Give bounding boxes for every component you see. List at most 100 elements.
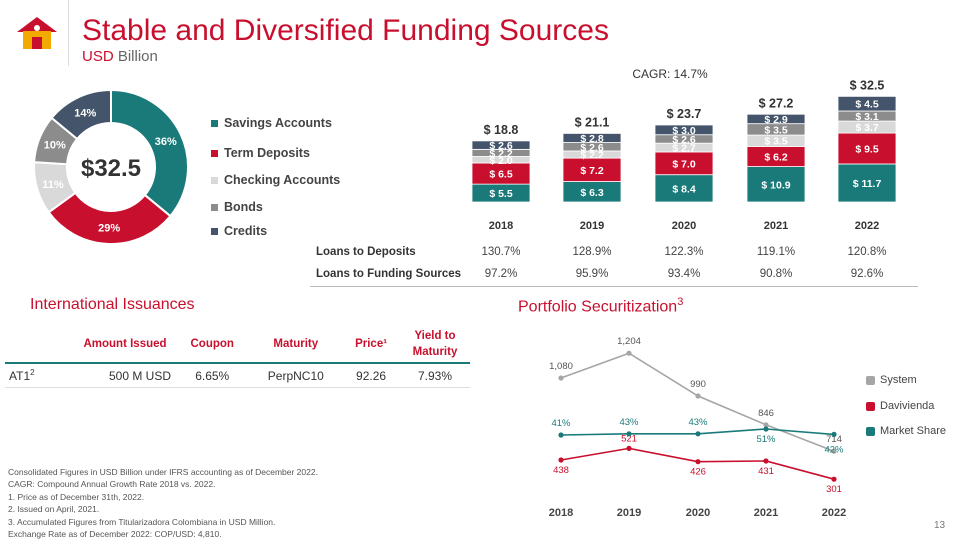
category-tick-label: 2020 (672, 220, 696, 232)
footnote-line: 2. Issued on April, 2021. (8, 504, 100, 515)
bar-value-label: $ 3.0 (672, 125, 696, 137)
data-point (626, 350, 632, 356)
ratio-separator (310, 286, 918, 287)
pie-slice-label: 11% (42, 179, 64, 191)
pie-slice-label: 14% (74, 107, 96, 119)
header-divider (68, 0, 69, 66)
data-point (831, 476, 837, 482)
data-point (831, 431, 837, 437)
legend-label: Credits (224, 224, 268, 238)
data-label: 714 (826, 434, 842, 445)
bar-value-label: $ 8.4 (672, 183, 696, 195)
ratio-value: 128.9% (572, 246, 611, 258)
bar-value-label: $ 9.5 (855, 144, 879, 156)
bar-value-label: $ 2.0 (489, 155, 513, 167)
bar-segment (654, 124, 714, 136)
category-tick-label: 2021 (764, 220, 788, 232)
data-point (695, 459, 701, 465)
bar-segment (562, 133, 622, 143)
series-line (560, 352, 835, 452)
data-label: 1,080 (549, 361, 573, 372)
category-tick-label: 2018 (489, 220, 513, 232)
pie-slice-label: 10% (44, 140, 66, 152)
x-tick-label: 2022 (822, 507, 846, 519)
house-logo-icon (17, 17, 57, 49)
ratio-value: 97.2% (485, 268, 518, 280)
legend-label: Checking Accounts (224, 173, 341, 187)
legend-item: Checking Accounts (211, 173, 340, 187)
bar-total-label: $ 21.1 (575, 115, 610, 129)
legend-swatch (866, 375, 875, 385)
data-point (763, 426, 769, 432)
ratio-value: 122.3% (664, 246, 703, 258)
legend-label: Market Share (880, 425, 947, 437)
data-label: 42% (824, 444, 844, 455)
legend-swatch (211, 176, 218, 184)
bar-total-label: $ 18.8 (484, 123, 519, 137)
data-point (831, 448, 837, 454)
bar-value-label: $ 6.3 (580, 187, 604, 199)
header-name (5, 326, 75, 365)
bar-segment (837, 163, 897, 203)
bar-segment (837, 95, 897, 112)
footnote-line: Consolidated Figures in USD Billion unde… (8, 467, 318, 477)
ratio-value: 95.9% (576, 268, 609, 280)
data-point (626, 445, 632, 451)
donut-center-label: $32.5 (81, 155, 141, 182)
issuance-name: AT12 (5, 363, 75, 389)
pie-slice-1 (47, 191, 172, 245)
legend-swatch (866, 401, 875, 411)
x-tick-label: 2019 (617, 507, 641, 519)
header-yield: Yield to Maturity (400, 326, 470, 365)
legend-item: Market Share (866, 425, 946, 437)
bar-value-label: $ 2.6 (580, 142, 604, 154)
legend-item: Davivienda (866, 400, 934, 412)
data-point (695, 431, 701, 437)
data-label: 41% (551, 418, 571, 429)
footnotes: Consolidated Figures in USD Billion unde… (8, 466, 448, 540)
issuance-amount: 500 M USD (75, 363, 175, 389)
pie-slice-0 (110, 88, 189, 218)
header-price: Price¹ (342, 326, 400, 365)
data-point (763, 422, 769, 428)
legend-item: Bonds (211, 200, 263, 214)
issuances-header-row: Amount Issued Coupon Maturity Price¹ Yie… (5, 326, 470, 365)
legend-item: Savings Accounts (211, 116, 332, 130)
page-title: Stable and Diversified Funding Sources (82, 14, 609, 47)
subtitle-rest: Billion (113, 48, 158, 65)
footnote-line: Exchange Rate as of December 2022: COP/U… (8, 529, 222, 540)
data-label: 51% (756, 434, 776, 445)
legend-label: System (880, 374, 917, 386)
bar-segment (471, 140, 531, 150)
ratio-value: 130.7% (481, 246, 520, 258)
ratio-value: 119.1% (757, 246, 795, 258)
bar-value-label: $ 3.7 (855, 122, 879, 134)
bar-value-label: $ 7.0 (672, 158, 696, 170)
bar-value-label: $ 6.5 (489, 169, 513, 181)
bar-total-label: $ 23.7 (667, 107, 702, 121)
bar-segment (746, 113, 806, 125)
legend-swatch (211, 119, 218, 127)
legend-swatch (866, 426, 875, 436)
funding-stacked-bar-chart: $ 5.5$ 6.5$ 2.0$ 2.2$ 2.6$ 18.82018130.7… (316, 67, 897, 280)
data-label: 431 (758, 466, 774, 477)
issuance-yield: 7.93% (400, 363, 470, 389)
data-label: 521 (621, 433, 637, 444)
category-tick-label: 2019 (580, 220, 604, 232)
ratio-row-label: Loans to Deposits (316, 246, 416, 258)
legend-label: Davivienda (880, 400, 935, 412)
legend-swatch (211, 203, 218, 211)
data-label: 1,204 (617, 336, 641, 347)
data-label: 301 (826, 484, 842, 495)
bar-value-label: $ 4.5 (855, 99, 879, 111)
header-coupon: Coupon (175, 326, 250, 365)
legend-swatch (211, 227, 218, 235)
data-label: 426 (690, 467, 706, 478)
bar-value-label: $ 10.9 (761, 179, 790, 191)
legend-item: System (866, 374, 917, 386)
data-point (763, 458, 769, 464)
x-tick-label: 2018 (549, 507, 573, 519)
x-tick-label: 2021 (754, 507, 778, 519)
bar-value-label: $ 2.7 (672, 143, 696, 155)
bar-value-label: $ 5.5 (489, 188, 513, 200)
